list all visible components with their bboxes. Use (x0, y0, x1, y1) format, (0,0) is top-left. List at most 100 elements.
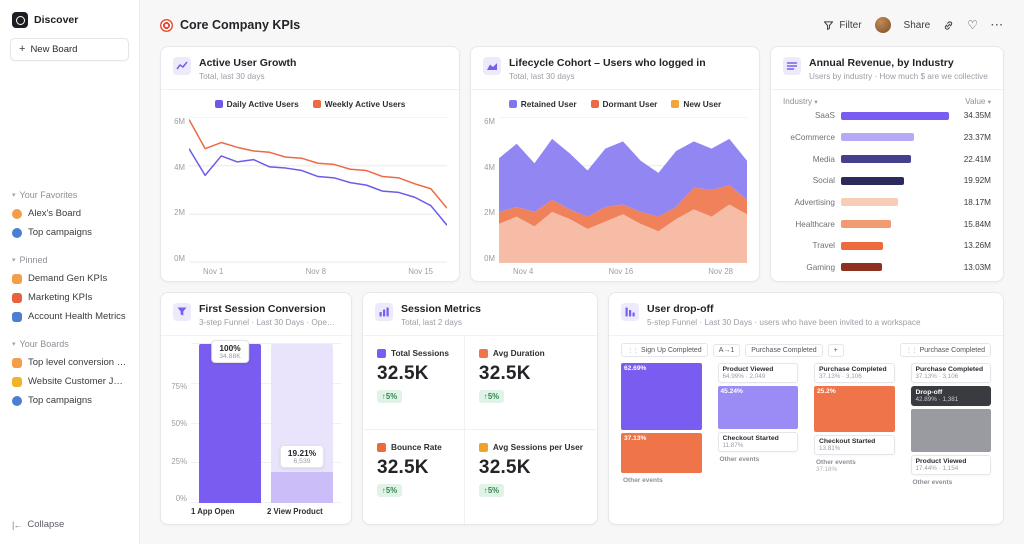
funnel-step-chip[interactable]: + (827, 343, 844, 357)
gridline (191, 462, 341, 464)
legend-item[interactable]: New User (671, 99, 721, 109)
revenue-value: 15.84M (963, 219, 991, 229)
sidebar-item-account-health-metrics[interactable]: Account Health Metrics (10, 307, 129, 326)
board-header: Core Company KPIs Filter Share ♡ ··· (160, 13, 1004, 37)
funnel-step-chip[interactable]: ⋮⋮ Sign Up Completed (621, 343, 708, 358)
revenue-value: 22.41M (963, 154, 991, 164)
legend-item[interactable]: Weekly Active Users (312, 99, 405, 109)
metric-cell[interactable]: Bounce Rate 32.5K ↑5% (363, 430, 465, 524)
sidebar-section-header[interactable]: ▾ Pinned (10, 255, 129, 265)
dropoff-columns: 62.69% 37.13% Other events Product Viewed 64… (621, 363, 991, 515)
sidebar-item-demand-gen-kpis[interactable]: Demand Gen KPIs (10, 269, 129, 288)
metric-value: 32.5K (478, 457, 531, 479)
dropoff-note: Other events (719, 455, 760, 463)
dropoff-label-chip[interactable]: Product Viewed 17.44% · 1,154 (910, 454, 991, 475)
dropoff-bar-segment[interactable]: 37.13% (621, 433, 702, 473)
dropoff-label-chip[interactable]: Checkout Started 13.81% (814, 434, 895, 455)
revenue-value: 23.37M (963, 132, 991, 142)
funnel-step-chip[interactable]: ⋮⋮ Purchase Completed (899, 343, 991, 358)
share-button[interactable]: Share (904, 20, 931, 31)
dropoff-bar-segment[interactable]: 62.69% (621, 363, 702, 430)
dropoff-bar-segment[interactable]: 25.2% (814, 386, 895, 432)
industry-column-header[interactable]: Industry ▾ (783, 97, 818, 107)
funnel-bar-track (271, 344, 333, 503)
link-icon[interactable] (943, 20, 954, 31)
sidebar-item-top-campaigns[interactable]: Top campaigns (10, 391, 129, 410)
revenue-row[interactable]: Media 22.41M (783, 155, 991, 164)
chart-legend: Daily Active Users Weekly Active Users (161, 90, 459, 111)
sidebar-item-website-customer-journey[interactable]: Website Customer Journey (10, 372, 129, 391)
metric-cell[interactable]: Avg Sessions per User 32.5K ↑5% (465, 430, 597, 524)
revenue-row[interactable]: Advertising 18.17M (783, 198, 991, 207)
sidebar-section-header[interactable]: ▾ Your Boards (10, 339, 129, 349)
metric-change-badge: ↑5% (478, 484, 505, 498)
metric-cell[interactable]: Avg Duration 32.5K ↑5% (464, 336, 597, 431)
revenue-row[interactable]: Healthcare 15.84M (783, 220, 991, 229)
legend-label: Retained User (520, 99, 577, 110)
metric-cell[interactable]: Total Sessions 32.5K ↑5% (363, 336, 465, 431)
value-column-header[interactable]: Value ▾ (965, 97, 991, 107)
dropoff-bar-segment[interactable] (910, 409, 991, 452)
legend-swatch (671, 100, 680, 109)
revenue-value: 34.35M (963, 111, 991, 121)
new-board-button[interactable]: + New Board (10, 38, 129, 61)
x-axis-labels: Nov 1 Nov 8 Nov 15 (189, 263, 447, 279)
legend-item[interactable]: Dormant User (590, 99, 657, 109)
revenue-bar-track (841, 220, 949, 229)
sidebar-item-alex-s-board[interactable]: Alex's Board (10, 204, 129, 223)
industry-label: Gaming (806, 262, 835, 272)
dropoff-label-chip[interactable]: Purchase Completed 37.13% · 3,106 (814, 363, 895, 384)
revenue-row[interactable]: SaaS 34.35M (783, 111, 991, 120)
legend-item[interactable]: Daily Active Users (214, 99, 299, 109)
campaign-icon (12, 395, 22, 406)
industry-label: Travel (812, 241, 835, 251)
revenue-row[interactable]: eCommerce 23.37M (783, 133, 991, 142)
dropoff-label-chip[interactable]: Drop-off 42.89% · 1,381 (910, 386, 991, 407)
area-chart-plot[interactable] (499, 117, 747, 263)
filter-button[interactable]: Filter (823, 20, 862, 31)
chart-area: 6M 4M 2M 0M Nov 1 Nov 8 Nov 15 (161, 111, 459, 281)
sidebar: Discover + New Board ▾ Your Favorites Alex… (0, 0, 140, 544)
revenue-row[interactable]: Gaming 13.03M (783, 263, 991, 272)
dropoff-column: Purchase Completed 37.13% · 3,106 Drop-off… (910, 363, 991, 515)
more-options-icon[interactable]: ··· (991, 19, 1004, 31)
y-axis-tick: 0M (174, 254, 185, 263)
grip-icon: ⋮⋮ (905, 347, 918, 355)
collapse-button[interactable]: |← Collapse (10, 519, 129, 530)
dropoff-label-chip[interactable]: Purchase Completed 37.13% · 3,106 (910, 363, 991, 384)
sidebar-item-top-campaigns[interactable]: Top campaigns (10, 223, 129, 242)
card-subtitle: Total, last 30 days (199, 72, 265, 82)
discover-nav[interactable]: Discover (10, 12, 129, 28)
dropoff-bar-segment[interactable]: 45.24% (717, 386, 798, 429)
funnel-step-chip[interactable]: A→1 (712, 343, 741, 357)
industry-label: eCommerce (790, 132, 835, 142)
funnel-icon (12, 357, 22, 368)
dropoff-label-chip[interactable]: Checkout Started 11.87% (717, 431, 798, 452)
legend-item[interactable]: Retained User (508, 99, 577, 110)
funnel-step-chip[interactable]: Purchase Completed (745, 343, 823, 357)
revenue-bar (841, 176, 904, 185)
funnel-bar-slot[interactable]: 100% 34.88K (199, 340, 261, 503)
revenue-row[interactable]: Social 19.92M (783, 176, 991, 185)
card-header: Session Metrics Total, last 2 days (363, 293, 597, 337)
dropoff-label-chip[interactable]: Product Viewed 64.99% · 2,049 (717, 363, 798, 384)
card-header: Active User Growth Total, last 30 days (161, 47, 459, 91)
metric-icon (478, 442, 488, 452)
metric-label: Avg Duration (478, 348, 583, 358)
revenue-row[interactable]: Travel 13.26M (783, 241, 991, 250)
funnel-bar-slot[interactable]: 19.21% 6,539 (271, 344, 333, 503)
grip-icon: ⋮⋮ (627, 347, 639, 355)
sidebar-item-top-level-conversion-rates[interactable]: Top level conversion rates (10, 353, 129, 372)
dropoff-chart-icon (621, 303, 639, 321)
sidebar-item-label: Alex's Board (28, 208, 82, 219)
line-chart-plot[interactable] (189, 117, 447, 263)
heart-icon[interactable]: ♡ (967, 18, 978, 32)
chevron-down-icon: ▾ (12, 257, 16, 264)
avatar[interactable] (874, 17, 891, 33)
y-axis-tick: 2M (174, 208, 185, 218)
card-header: Lifecycle Cohort – Users who logged in T… (471, 47, 759, 91)
card-subtitle: Users by industry · How much $ are we co… (809, 72, 988, 82)
revenue-bar-track (841, 133, 949, 142)
sidebar-item-marketing-kpis[interactable]: Marketing KPIs (10, 288, 129, 307)
sidebar-section-header[interactable]: ▾ Your Favorites (10, 190, 129, 200)
